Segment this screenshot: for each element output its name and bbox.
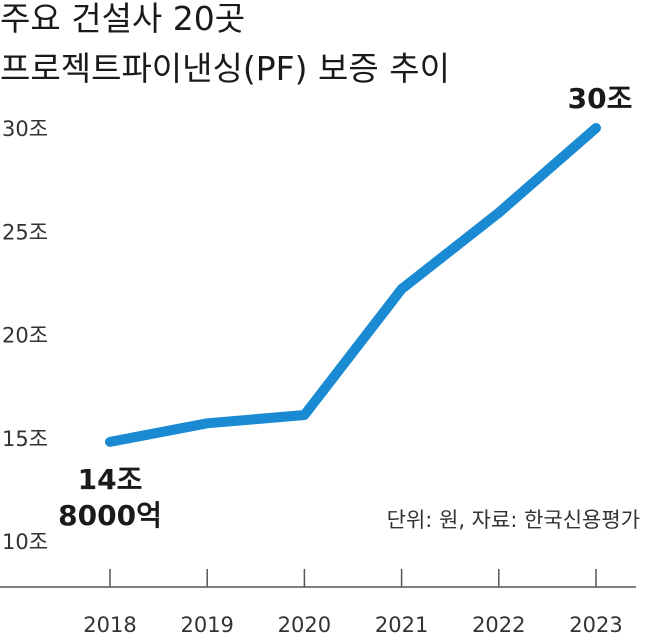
- y-tick-label: 20조: [2, 324, 48, 348]
- y-tick-label: 30조: [2, 117, 48, 141]
- data-label-2018-line-2: 8000억: [58, 499, 162, 532]
- series-line: [105, 123, 601, 447]
- source-note: 단위: 원, 자료: 한국신용평가: [387, 508, 640, 532]
- x-tick-label: 2022: [472, 613, 525, 637]
- y-tick-label: 15조: [2, 427, 48, 451]
- y-axis-ticks: 10조 15조 20조 25조 30조: [2, 117, 48, 554]
- x-axis-ticks: 2018 2019 2020 2021 2022 2023: [83, 569, 623, 637]
- y-tick-label: 10조: [2, 530, 48, 554]
- x-tick-label: 2020: [278, 613, 331, 637]
- x-tick-label: 2019: [180, 613, 233, 637]
- x-tick-label: 2021: [375, 613, 428, 637]
- x-tick-label: 2023: [569, 613, 622, 637]
- x-tick-label: 2018: [83, 613, 136, 637]
- data-label-2023: 30조: [568, 82, 633, 115]
- y-tick-label: 25조: [2, 220, 48, 244]
- chart-title-line-2: 프로젝트파이낸싱(PF) 보증 추이: [0, 49, 450, 88]
- data-label-2018-line-1: 14조: [78, 463, 143, 496]
- chart-title-line-1: 주요 건설사 20곳: [0, 0, 245, 38]
